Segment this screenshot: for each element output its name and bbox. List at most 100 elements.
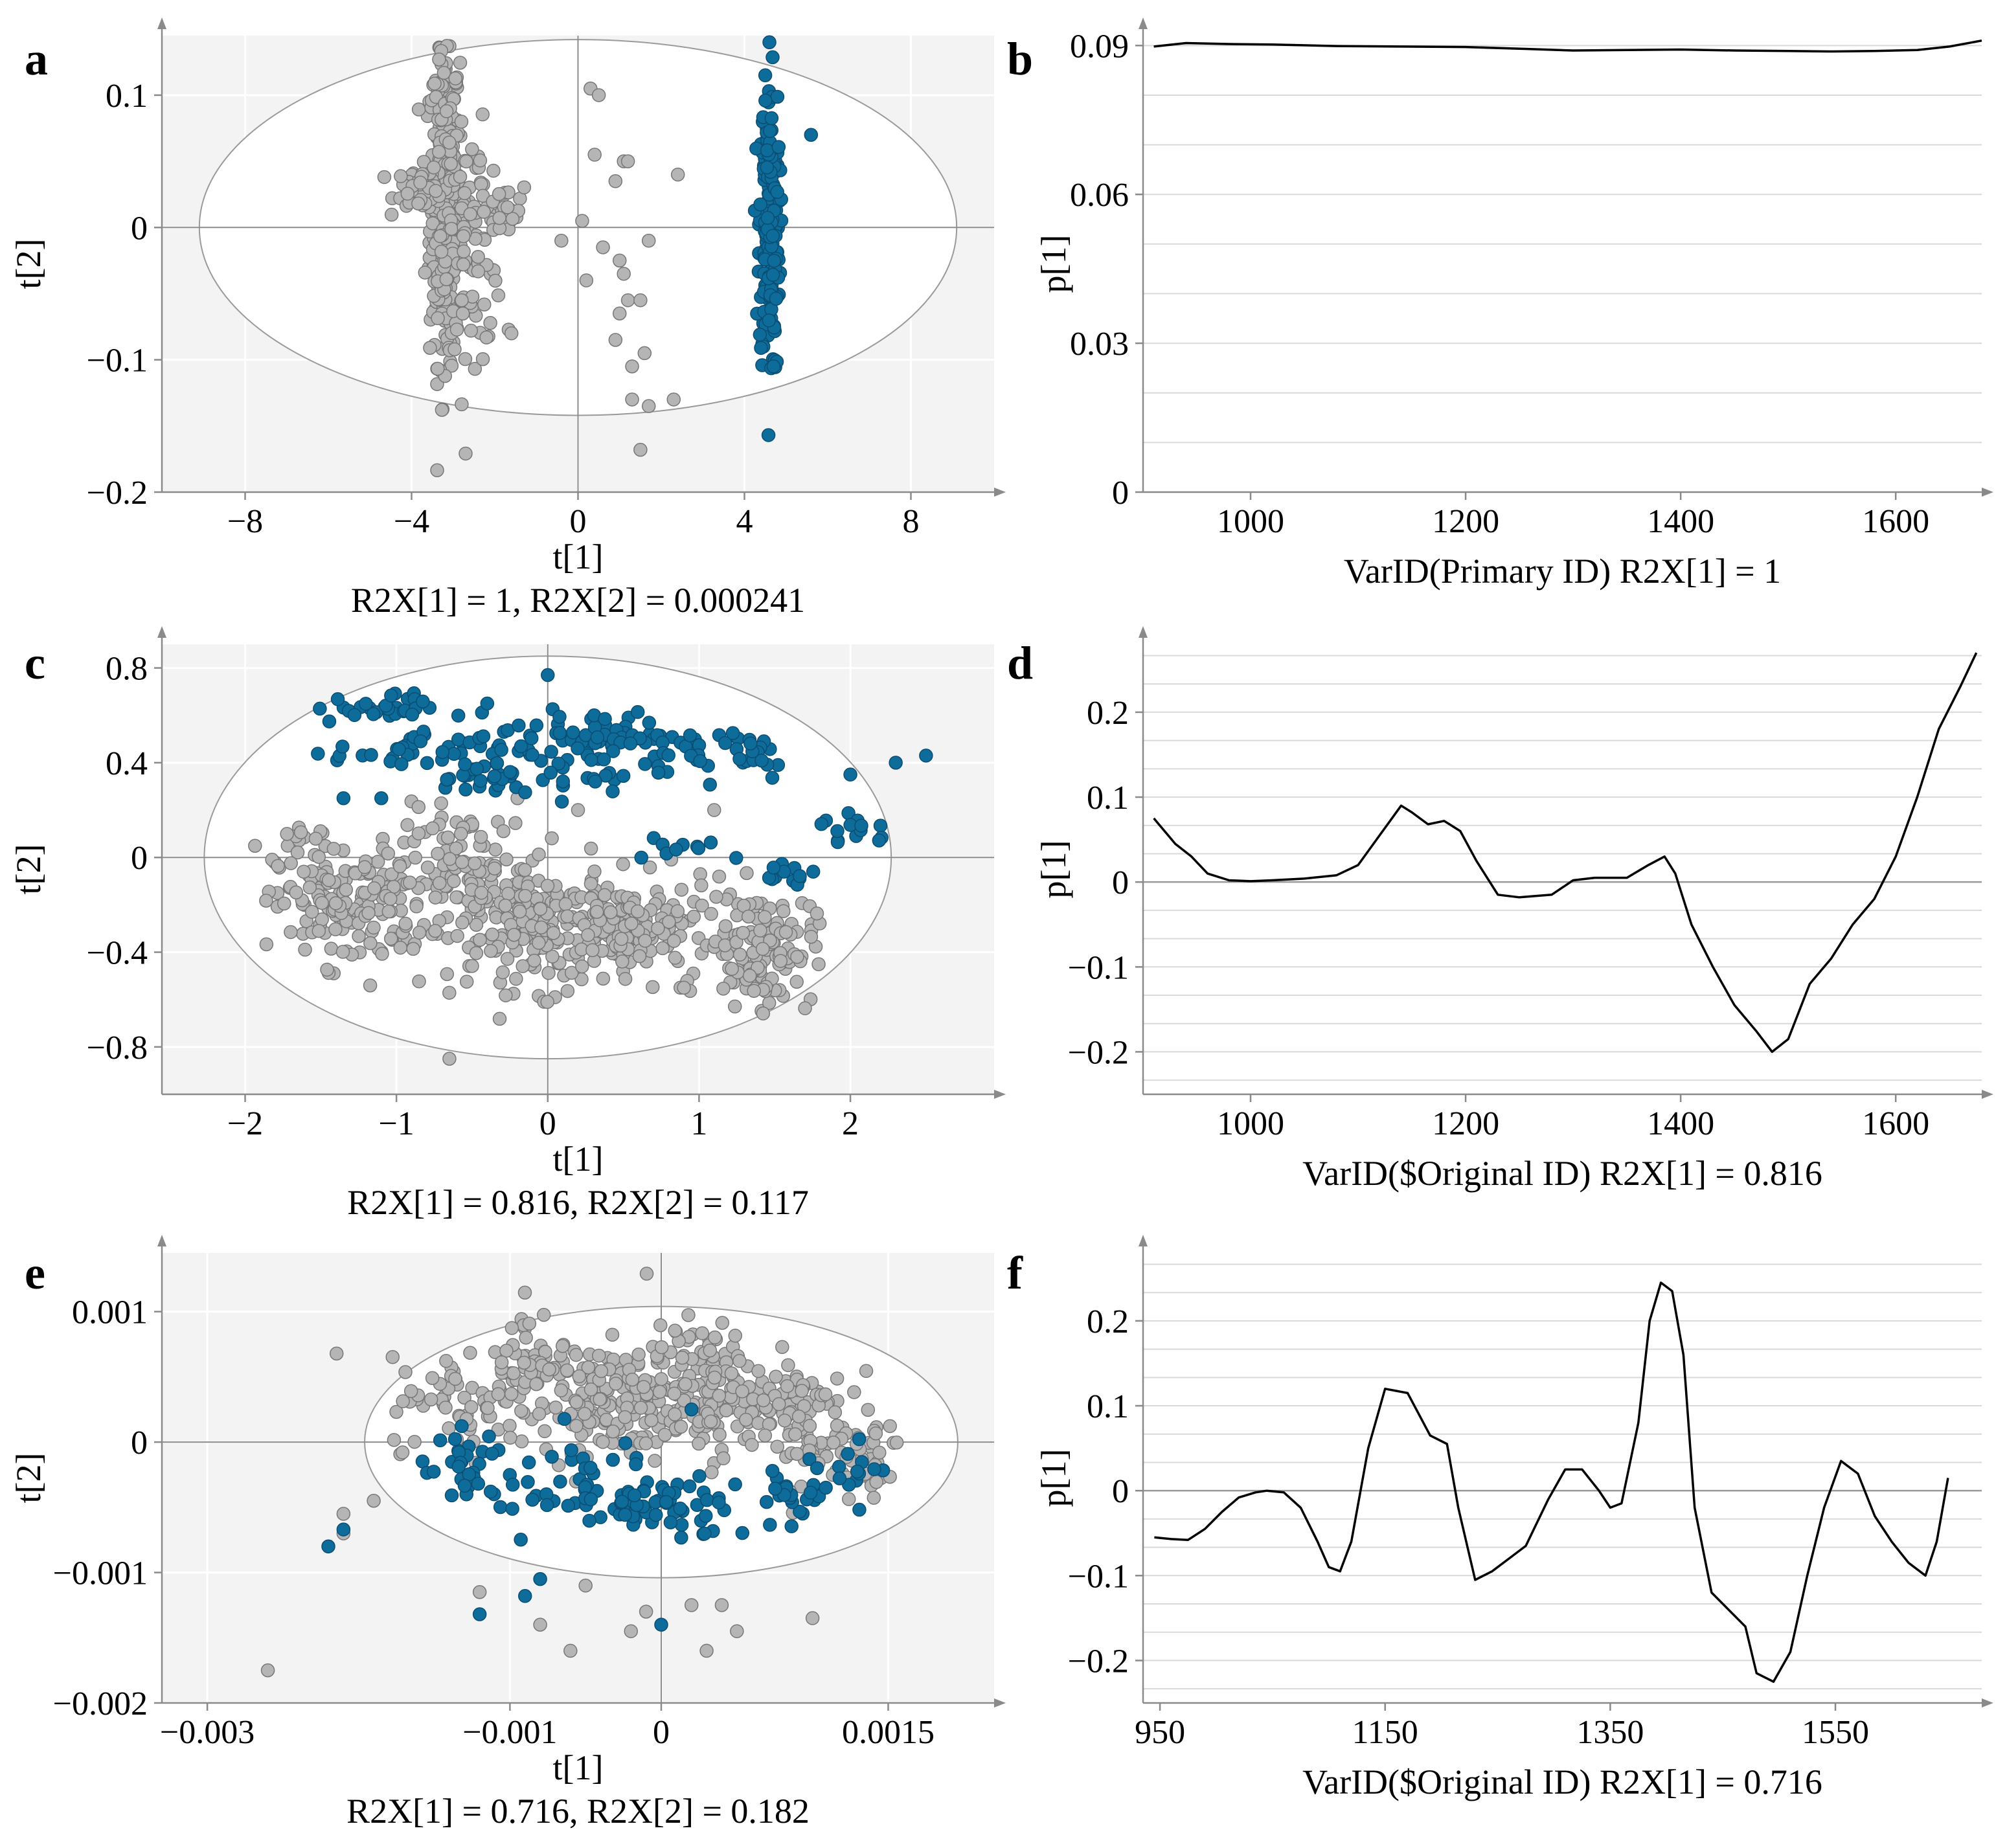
x-tick-label: 1000 [1217,1105,1284,1142]
point-gray [666,934,681,948]
point-blue [651,765,666,780]
point-gray [312,923,326,938]
point-gray [475,352,490,366]
point-gray [704,907,718,921]
point-gray [545,949,560,963]
x-axis-arrow [994,1698,1006,1707]
x-tick-label: 1600 [1862,503,1929,540]
point-gray [694,878,709,893]
y-axis-arrow [157,626,166,638]
x-tick-label: 1600 [1862,1105,1929,1142]
point-gray [633,442,648,457]
point-gray [795,1384,809,1398]
point-gray [670,904,685,918]
point-gray [571,803,585,817]
point-blue [584,752,598,767]
point-gray [777,904,791,918]
point-gray [616,857,630,872]
point-blue [472,1607,487,1621]
point-blue [384,688,398,703]
point-gray [518,888,532,903]
point-gray [654,1340,669,1355]
point-gray [474,177,488,192]
point-gray [458,352,473,366]
y-axis-arrow [157,17,166,29]
x-axis-arrow [1982,488,1993,497]
point-blue [487,769,502,783]
point-gray [630,904,645,919]
loading-line [1153,39,1982,53]
point-gray [412,925,427,940]
point-gray [453,56,468,70]
point-gray [641,399,656,413]
y-tick-label: −0.1 [1068,949,1129,986]
point-blue [832,1471,847,1485]
point-gray [775,1340,789,1355]
point-gray [290,845,305,860]
point-gray [617,267,631,281]
point-gray [328,896,343,910]
point-gray [425,216,440,231]
point-gray [440,830,455,845]
point-blue [692,1469,707,1483]
point-gray [440,967,455,982]
point-gray [594,1364,609,1379]
point-blue [754,753,769,768]
point-blue [760,210,775,225]
point-gray [424,1392,438,1407]
y-tick-label: 0.1 [106,78,148,115]
point-gray [725,962,739,976]
point-gray [488,842,503,857]
point-gray [277,896,291,911]
point-gray [613,253,627,268]
x-axis-arrow [994,1090,1006,1099]
point-blue [793,869,807,883]
point-gray [450,929,464,943]
point-blue [552,726,567,740]
x-tick-label: 8 [903,503,920,540]
y-tick-label: 0.001 [72,1294,148,1331]
point-gray [740,866,754,881]
plot-area [1143,36,1982,492]
point-blue [514,739,528,754]
point-blue [703,778,717,792]
point-gray [431,846,445,861]
point-gray [468,361,482,376]
point-gray [639,1267,654,1281]
point-gray [755,941,770,956]
point-gray [468,856,482,871]
x-tick-label: 1150 [1352,1714,1418,1751]
point-gray [581,1360,596,1375]
x-tick-label: −0.003 [160,1714,255,1751]
point-blue [642,716,657,730]
point-gray [442,986,457,1000]
point-blue [729,851,743,865]
point-blue [762,313,777,328]
point-gray [560,984,575,998]
point-gray [798,1001,812,1015]
point-gray [644,1413,659,1428]
series-gray [377,39,685,477]
plot-area [1143,1253,1982,1703]
point-gray [541,965,556,980]
point-blue [416,694,430,709]
point-gray [639,1605,653,1619]
point-gray [459,446,473,461]
point-gray [581,928,595,942]
point-gray [427,76,442,91]
point-gray [367,1494,381,1508]
point-gray [714,1598,729,1612]
point-blue [629,1457,643,1472]
x-axis-arrow [994,488,1006,497]
point-gray [469,946,484,960]
point-blue [630,704,645,719]
y-axis-label: p[1] [1034,1449,1073,1507]
point-blue [758,68,773,83]
point-gray [868,1426,883,1441]
point-gray [383,892,398,906]
point-gray [666,392,681,407]
point-gray [459,154,473,169]
point-gray [563,1643,578,1658]
point-gray [479,330,493,344]
point-blue [557,1412,572,1426]
